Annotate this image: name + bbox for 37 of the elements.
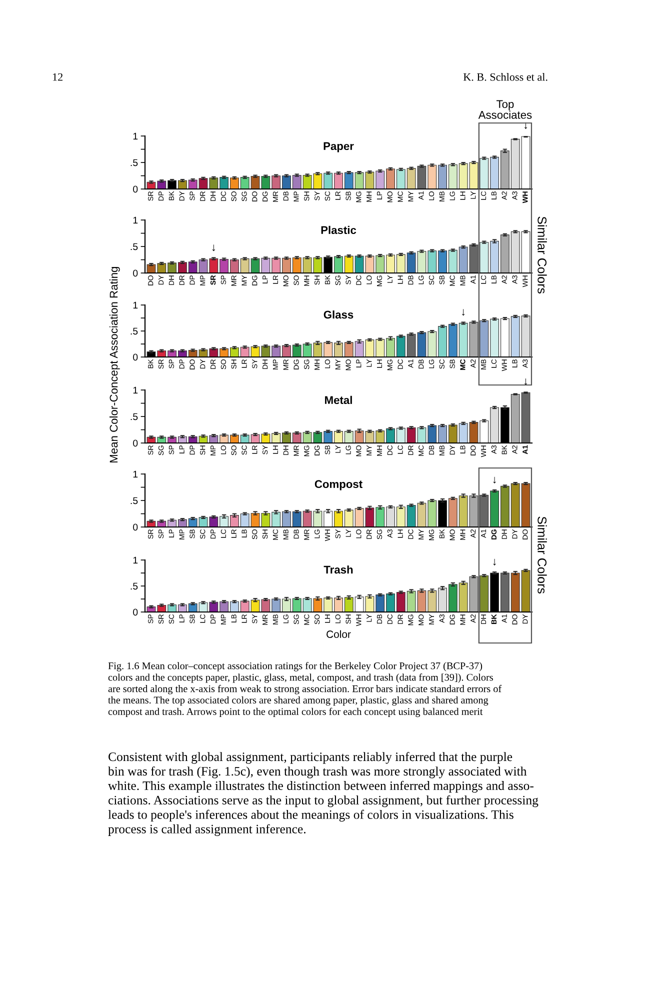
chart-title: Glass: [324, 310, 354, 319]
y-tick-label: 0: [133, 186, 138, 193]
y-tick-label: .5: [130, 497, 138, 504]
y-tick-label: 1: [133, 556, 138, 564]
annotation: ↓: [212, 244, 215, 252]
text: Consistent with global assignment, participants reliably inferred that the purple bin was for trash (Fig. 1.5c), even though trash was more strongly associated with white. This example illustrates the distinction between inferred mappings and asso- ciations. Associations serve as the input to global assignment, but further processing leads to people's inferences about the meanings of colors in visualizations. This process is called assignment inference.: [108, 752, 538, 836]
text: Similar Colors: [538, 516, 547, 594]
y-tick-label: 1: [133, 302, 138, 309]
y-axis-title: Mean Color-Concept Association Rating: [109, 267, 120, 462]
chart-title: Metal: [325, 396, 352, 404]
y-tick-label: .5: [130, 243, 138, 250]
y-tick-label: 1: [133, 132, 138, 140]
text: K. B. Schloss et al.: [463, 72, 548, 81]
text: Similar Colors: [538, 216, 547, 294]
chart-title: Plastic: [321, 226, 356, 234]
annotation: ↓: [493, 476, 496, 484]
text: Compost: [314, 480, 362, 490]
x-axis-title: Color: [326, 630, 351, 638]
text: Paper: [324, 142, 354, 152]
text: 12: [52, 73, 62, 81]
annotation: ↓: [462, 309, 465, 316]
y-tick-label: .5: [130, 159, 138, 166]
chart-title: Trash: [324, 565, 353, 574]
y-tick-label: .5: [130, 413, 138, 420]
text: Top Associates: [478, 100, 532, 119]
y-tick-label: 1: [133, 386, 138, 394]
y-tick-label: 1: [133, 216, 138, 224]
caption: Fig. 1.6 Mean color–concept association ratings for the Berkeley Color Project 37 (BCP-37) colors and the concepts paper, plastic, glass, metal, compost, and trash (data from [39]). Colors are sorted along the x-axis from weak to strong association. Error bars indicate standard errors of the means. The top associated colors are shared among paper, plastic, glass and shared among compost and trash. Arrows point to the optimal colors for each concept using balanced merit: [108, 662, 502, 718]
y-tick-label: 0: [133, 524, 138, 531]
y-tick-label: .5: [130, 582, 138, 590]
y-tick-label: 0: [133, 270, 138, 277]
y-tick-label: 1: [133, 470, 138, 478]
y-tick-label: 0: [133, 440, 138, 447]
y-tick-label: 0: [133, 354, 138, 361]
y-tick-label: .5: [130, 328, 138, 335]
annotation: ↓: [493, 558, 496, 566]
y-tick-label: 0: [133, 608, 138, 616]
